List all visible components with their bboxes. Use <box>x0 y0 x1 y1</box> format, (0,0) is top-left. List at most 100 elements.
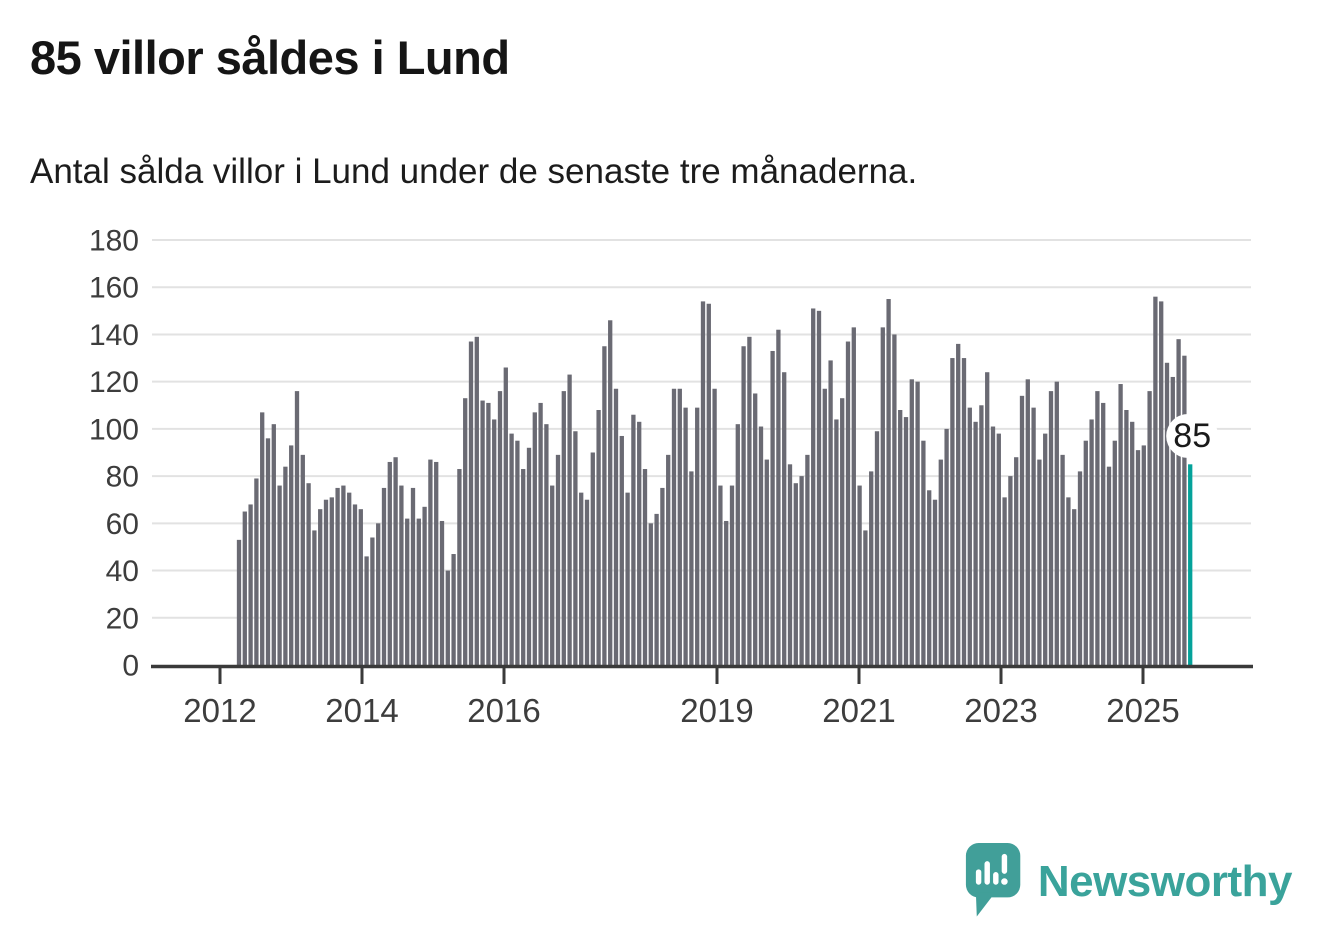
y-tick-label: 120 <box>89 366 139 399</box>
bar <box>700 301 706 665</box>
bar <box>903 417 909 665</box>
bar <box>1089 419 1094 665</box>
bar <box>944 428 949 665</box>
bar <box>985 372 990 665</box>
bar <box>642 469 648 665</box>
bar <box>422 506 427 665</box>
bar <box>892 334 897 665</box>
bar <box>637 421 642 665</box>
bar <box>515 440 520 665</box>
bar <box>602 346 607 665</box>
x-tick-label: 2016 <box>467 692 540 729</box>
bar <box>376 523 381 665</box>
bar <box>468 341 474 665</box>
bar <box>1182 355 1187 665</box>
bar <box>1124 410 1129 665</box>
bar <box>579 492 584 665</box>
bar <box>741 346 746 665</box>
y-tick-label: 100 <box>89 413 139 446</box>
x-tick-label: 2021 <box>822 692 895 729</box>
bar <box>1072 509 1077 665</box>
bar <box>526 447 532 665</box>
bar <box>1002 497 1007 665</box>
bar <box>1008 476 1013 665</box>
bar <box>277 485 282 665</box>
bar <box>439 520 445 665</box>
bar <box>961 358 967 665</box>
x-tick-label: 2012 <box>183 692 256 729</box>
bar <box>828 360 833 665</box>
bar <box>683 407 688 665</box>
bar <box>840 398 845 665</box>
bar <box>399 485 404 665</box>
bar <box>921 440 926 665</box>
bar <box>880 327 885 665</box>
bar <box>294 391 300 665</box>
y-tick-label: 180 <box>89 225 139 258</box>
bar <box>248 504 253 665</box>
bar <box>236 539 242 665</box>
bar <box>671 388 677 665</box>
bar <box>463 398 468 665</box>
bar <box>956 343 961 665</box>
bar <box>306 483 311 665</box>
bar <box>805 454 810 665</box>
bar <box>753 393 758 665</box>
bar <box>1031 407 1036 665</box>
bar <box>341 485 346 665</box>
bar <box>1159 301 1164 665</box>
bar <box>770 350 775 665</box>
bar <box>1019 395 1025 665</box>
bar <box>1043 433 1048 665</box>
bar <box>544 424 549 665</box>
bar <box>323 499 329 665</box>
bar <box>869 471 874 665</box>
highlight-bar <box>1188 464 1193 665</box>
bar <box>967 407 972 665</box>
bar <box>521 469 526 665</box>
bar <box>352 504 358 665</box>
bar <box>265 438 271 665</box>
bar <box>451 554 456 665</box>
bar <box>979 405 984 665</box>
bar <box>347 492 352 665</box>
bar <box>573 431 578 665</box>
bar <box>1066 497 1071 665</box>
bar <box>445 570 450 665</box>
bar <box>799 476 804 665</box>
y-tick-label: 140 <box>89 319 139 352</box>
bar <box>874 431 880 665</box>
bar <box>851 327 856 665</box>
bar <box>254 478 259 665</box>
x-tick-label: 2019 <box>680 692 753 729</box>
y-tick-label: 20 <box>106 602 139 635</box>
bar <box>503 367 508 665</box>
bar <box>735 424 740 665</box>
bar <box>816 310 822 665</box>
bar <box>242 511 247 665</box>
bar <box>590 452 595 665</box>
bar <box>480 400 485 665</box>
bar <box>1054 381 1059 665</box>
bar <box>608 320 613 665</box>
bar <box>335 487 340 665</box>
bar <box>1077 471 1083 665</box>
bar <box>300 454 305 665</box>
bar <box>938 459 943 665</box>
bar <box>387 461 392 665</box>
bar <box>973 421 978 665</box>
y-tick-label: 60 <box>106 508 139 541</box>
bar <box>1135 450 1141 665</box>
bar <box>1083 440 1088 665</box>
bar <box>718 485 723 665</box>
bar <box>329 497 334 665</box>
bar <box>1176 339 1181 665</box>
bar <box>1130 421 1135 665</box>
bar <box>990 426 996 665</box>
bar <box>695 407 700 665</box>
page-title: 85 villor såldes i Lund <box>30 31 510 84</box>
bar <box>532 412 537 665</box>
bar <box>550 485 555 665</box>
bar <box>393 457 398 665</box>
